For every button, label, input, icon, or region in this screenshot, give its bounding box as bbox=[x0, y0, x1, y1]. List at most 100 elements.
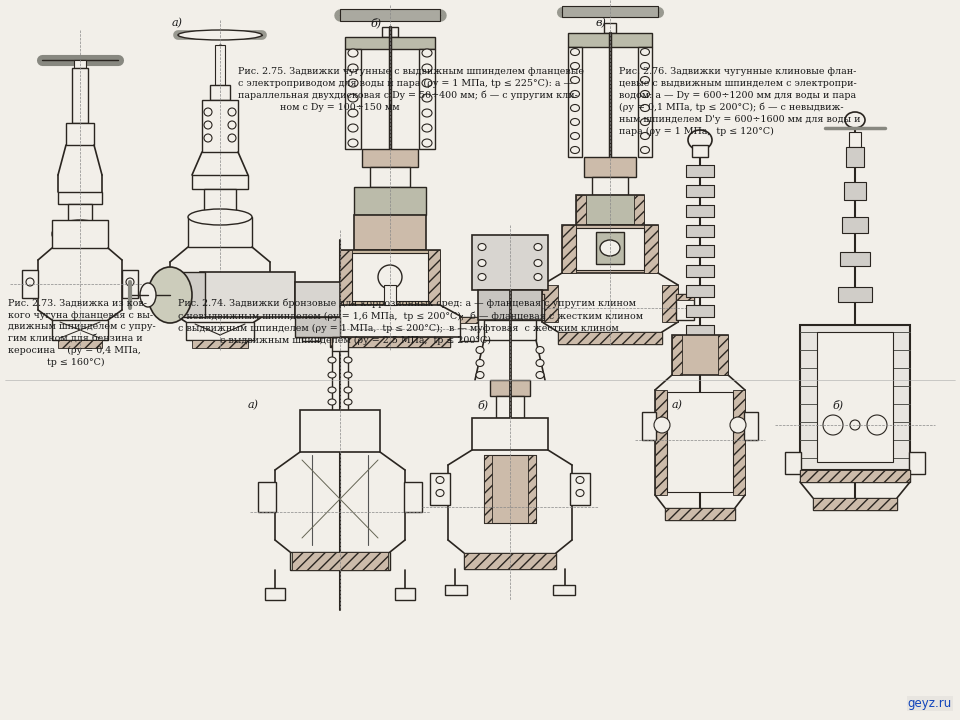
Ellipse shape bbox=[534, 259, 542, 266]
Ellipse shape bbox=[348, 79, 358, 87]
Bar bbox=[292, 552, 388, 570]
Ellipse shape bbox=[478, 259, 486, 266]
Bar bbox=[686, 245, 714, 257]
Bar bbox=[352, 253, 428, 301]
Bar bbox=[330, 337, 450, 347]
Bar bbox=[395, 588, 415, 600]
Bar bbox=[496, 396, 524, 418]
Ellipse shape bbox=[476, 372, 484, 379]
Bar bbox=[844, 182, 866, 200]
Bar bbox=[52, 320, 108, 340]
Ellipse shape bbox=[228, 134, 236, 142]
Bar bbox=[576, 195, 644, 225]
Ellipse shape bbox=[436, 477, 444, 484]
Ellipse shape bbox=[845, 112, 865, 128]
Bar bbox=[662, 285, 678, 322]
Bar bbox=[686, 305, 714, 317]
Bar bbox=[192, 175, 248, 189]
Bar bbox=[258, 482, 276, 512]
Bar bbox=[644, 225, 658, 273]
Bar bbox=[849, 132, 861, 147]
Ellipse shape bbox=[436, 490, 444, 497]
Bar bbox=[370, 167, 410, 187]
Ellipse shape bbox=[348, 109, 358, 117]
Bar bbox=[74, 60, 86, 68]
Bar bbox=[52, 220, 108, 248]
Ellipse shape bbox=[348, 94, 358, 102]
Bar bbox=[58, 192, 102, 204]
Bar bbox=[58, 340, 102, 348]
Bar bbox=[686, 325, 714, 337]
Text: в): в) bbox=[596, 18, 607, 28]
Bar bbox=[584, 157, 636, 177]
Ellipse shape bbox=[422, 49, 432, 57]
Bar bbox=[817, 332, 893, 462]
Bar bbox=[200, 272, 295, 317]
Text: Рис. 2.74. Задвижки бронзовые для коррозионных сред: а — фланцевая с упругим кли: Рис. 2.74. Задвижки бронзовые для корроз… bbox=[178, 299, 643, 345]
Bar bbox=[295, 317, 340, 337]
Ellipse shape bbox=[640, 76, 650, 84]
Bar bbox=[428, 250, 440, 305]
Bar bbox=[686, 165, 714, 177]
Bar bbox=[686, 285, 714, 297]
Bar bbox=[842, 217, 868, 233]
Ellipse shape bbox=[688, 130, 712, 150]
Ellipse shape bbox=[140, 283, 156, 307]
Bar bbox=[382, 27, 398, 37]
Text: а): а) bbox=[172, 18, 183, 28]
Bar bbox=[345, 37, 435, 49]
Bar bbox=[596, 232, 624, 264]
Bar bbox=[813, 498, 897, 510]
Ellipse shape bbox=[348, 64, 358, 72]
Bar bbox=[340, 9, 440, 21]
Text: Рис. 2.76. Задвижки чугунные клиновые флан-
цевые с выдвижным шпинделем с электр: Рис. 2.76. Задвижки чугунные клиновые фл… bbox=[619, 67, 861, 136]
Bar bbox=[265, 588, 285, 600]
Bar bbox=[718, 335, 728, 375]
Ellipse shape bbox=[570, 146, 580, 153]
Ellipse shape bbox=[640, 132, 650, 140]
Ellipse shape bbox=[478, 274, 486, 281]
Bar bbox=[800, 325, 910, 470]
Bar bbox=[192, 340, 248, 348]
Bar bbox=[345, 49, 361, 149]
Bar bbox=[562, 225, 658, 273]
Bar bbox=[478, 290, 542, 320]
Bar bbox=[66, 123, 94, 145]
Ellipse shape bbox=[228, 108, 236, 116]
Bar bbox=[202, 100, 238, 152]
Bar bbox=[840, 252, 870, 266]
Bar bbox=[838, 287, 872, 302]
Ellipse shape bbox=[476, 346, 484, 354]
Bar bbox=[330, 337, 450, 347]
Bar bbox=[460, 317, 478, 341]
Text: Рис. 2.75. Задвижки чугунные с выдвижным шпинделем фланцевые
с электроприводом д: Рис. 2.75. Задвижки чугунные с выдвижным… bbox=[238, 67, 584, 112]
Bar bbox=[665, 508, 735, 520]
Bar bbox=[460, 317, 478, 323]
Bar bbox=[667, 392, 733, 492]
Ellipse shape bbox=[344, 357, 352, 363]
Bar bbox=[204, 189, 236, 217]
Ellipse shape bbox=[570, 104, 580, 112]
Bar bbox=[302, 317, 320, 323]
Bar bbox=[430, 473, 450, 505]
Ellipse shape bbox=[188, 209, 252, 225]
Text: б): б) bbox=[370, 18, 381, 29]
Bar bbox=[300, 410, 380, 452]
Bar bbox=[295, 282, 340, 317]
Text: geyz.ru: geyz.ru bbox=[908, 697, 952, 710]
Text: б): б) bbox=[477, 400, 488, 410]
Bar bbox=[686, 205, 714, 217]
Bar bbox=[846, 147, 864, 167]
Ellipse shape bbox=[850, 420, 860, 430]
Text: а): а) bbox=[672, 400, 683, 410]
Bar bbox=[340, 250, 440, 305]
Ellipse shape bbox=[204, 108, 212, 116]
Bar bbox=[562, 6, 658, 17]
Ellipse shape bbox=[570, 63, 580, 70]
Bar bbox=[672, 335, 682, 375]
Polygon shape bbox=[318, 305, 462, 337]
Ellipse shape bbox=[640, 91, 650, 97]
Bar bbox=[800, 470, 910, 482]
Ellipse shape bbox=[422, 109, 432, 117]
Bar bbox=[210, 85, 230, 100]
